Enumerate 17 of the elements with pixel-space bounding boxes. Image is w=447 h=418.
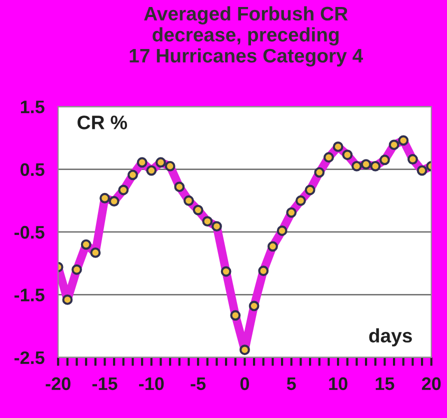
x-tick-label: -15 (92, 377, 118, 390)
x-tick-label: 10 (329, 377, 348, 390)
annotation: CR % (78, 116, 128, 130)
y-tick-label: -1.5 (14, 288, 44, 302)
x-tick-label: -20 (46, 377, 70, 390)
y-tick-label: 0.5 (20, 163, 44, 176)
x-tick-label: 0 (240, 377, 250, 390)
y-tick-label: 1.5 (20, 100, 44, 114)
chart-title: Averaged Forbush CR decrease, preceding 17 Hurricanes Category 4 (130, 6, 364, 67)
x-tick-label: 5 (286, 377, 296, 390)
x-tick-label: 20 (422, 377, 441, 390)
y-tick-label: -0.5 (14, 226, 44, 239)
x-tick-label: -5 (190, 377, 206, 390)
x-tick-label: -10 (139, 377, 164, 390)
x-tick-label: 15 (376, 377, 394, 390)
annotation: days (369, 328, 412, 346)
y-tick-label: -2.5 (14, 351, 44, 364)
